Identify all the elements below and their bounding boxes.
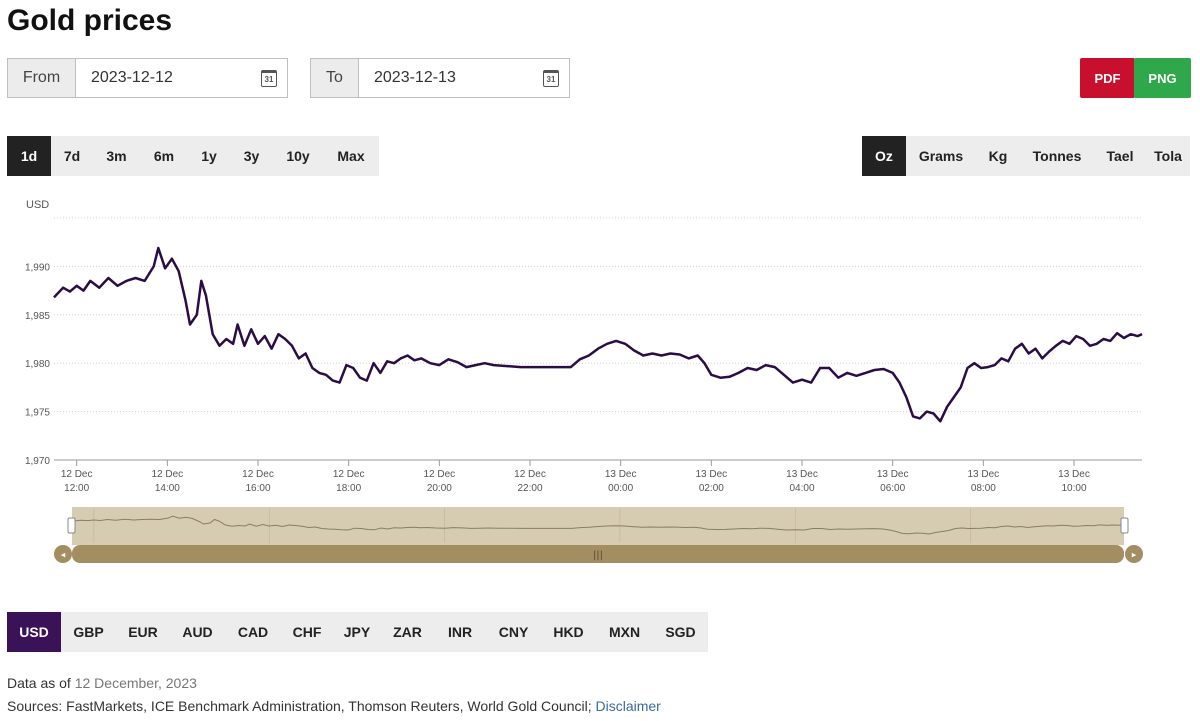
calendar-icon[interactable]: 31 [543, 70, 559, 87]
x-tick-time: 14:00 [155, 483, 180, 494]
sources: Sources: FastMarkets, ICE Benchmark Admi… [7, 698, 661, 714]
unit-grams[interactable]: Grams [918, 148, 964, 164]
x-tick-day: 12 Dec [61, 469, 93, 480]
x-tick-day: 13 Dec [786, 469, 818, 480]
to-label: To [311, 59, 359, 97]
range-max[interactable]: Max [337, 148, 365, 164]
unit-selector: Oz Grams Kg Tonnes Tael Tola [862, 136, 1190, 176]
navigator-line [71, 515, 1125, 535]
page-title: Gold prices [7, 4, 173, 37]
x-tick-time: 06:00 [880, 483, 905, 494]
y-tick-label: 1,985 [25, 311, 50, 322]
x-tick-day: 13 Dec [967, 469, 999, 480]
range-7d[interactable]: 7d [63, 148, 81, 164]
x-tick-day: 13 Dec [1058, 469, 1090, 480]
x-tick-day: 13 Dec [695, 469, 727, 480]
x-axis-ticks: 12 Dec 12:00 12 Dec 14:00 12 Dec 16:00 12 Dec 1… [61, 460, 1090, 494]
x-tick-day: 12 Dec [333, 469, 365, 480]
from-date-field[interactable]: From 2023-12-12 31 [7, 58, 288, 98]
x-tick-day: 12 Dec [514, 469, 546, 480]
unit-kg[interactable]: Kg [988, 148, 1008, 164]
data-as-of: Data as of 12 December, 2023 [7, 675, 197, 691]
y-axis-ticks: 1,970 1,975 1,980 1,985 1,990 [25, 262, 50, 467]
navigator-right-handle[interactable] [1120, 517, 1129, 534]
scroll-right-button[interactable] [1125, 545, 1143, 563]
chevron-right-icon[interactable]: ▸ [1132, 551, 1137, 561]
to-date-value: 2023-12-13 [374, 69, 456, 86]
range-navigator[interactable]: ||| ◂ ▸ [54, 507, 1143, 563]
currency-gbp[interactable]: GBP [73, 624, 104, 640]
navigator-left-handle[interactable] [67, 517, 76, 534]
x-tick-day: 13 Dec [605, 469, 637, 480]
to-date-input[interactable]: 2023-12-13 31 [359, 59, 569, 97]
x-tick-time: 10:00 [1061, 483, 1086, 494]
scroll-left-button[interactable] [54, 545, 72, 563]
currency-jpy[interactable]: JPY [343, 624, 371, 640]
data-as-of-label: Data as of [7, 675, 71, 691]
x-tick-day: 12 Dec [151, 469, 183, 480]
currency-usd[interactable]: USD [7, 612, 61, 652]
x-tick-time: 02:00 [699, 483, 724, 494]
calendar-icon[interactable]: 31 [261, 70, 277, 87]
range-10y[interactable]: 10y [286, 148, 310, 164]
currency-cny[interactable]: CNY [498, 624, 529, 640]
from-date-input[interactable]: 2023-12-12 31 [76, 59, 287, 97]
x-tick-time: 18:00 [336, 483, 361, 494]
chevron-left-icon[interactable]: ◂ [61, 551, 66, 561]
disclaimer-link[interactable]: Disclaimer [595, 698, 661, 714]
pdf-button[interactable]: PDF [1080, 58, 1135, 98]
x-tick-time: 00:00 [608, 483, 633, 494]
currency-mxn[interactable]: MXN [608, 624, 641, 640]
currency-cad[interactable]: CAD [237, 624, 269, 640]
x-tick-time: 22:00 [517, 483, 542, 494]
y-axis-unit: USD [26, 199, 49, 211]
calendar-day: 31 [264, 75, 274, 84]
currency-aud[interactable]: AUD [182, 624, 213, 640]
to-date-field[interactable]: To 2023-12-13 31 [310, 58, 570, 98]
x-tick-day: 12 Dec [242, 469, 274, 480]
currency-selector: USD GBP EUR AUD CAD CHF JPY ZAR INR CNY … [7, 612, 708, 652]
y-tick-label: 1,970 [25, 456, 50, 467]
currency-hkd[interactable]: HKD [553, 624, 584, 640]
currency-eur[interactable]: EUR [128, 624, 158, 640]
unit-oz[interactable]: Oz [862, 136, 906, 176]
x-tick-time: 04:00 [789, 483, 814, 494]
range-1y[interactable]: 1y [201, 148, 217, 164]
currency-chf[interactable]: CHF [292, 624, 322, 640]
navigator-scrollbar[interactable] [72, 545, 1124, 563]
chart-grid [54, 217, 1142, 461]
calendar-day: 31 [546, 75, 556, 84]
range-3y[interactable]: 3y [243, 148, 260, 164]
gold-price-chart: USD 1,970 1,975 1,980 1,985 1,990 12 Dec 12:0… [25, 199, 1143, 563]
from-label: From [8, 59, 76, 97]
y-tick-label: 1,990 [25, 262, 50, 273]
unit-tola[interactable]: Tola [1154, 148, 1182, 164]
currency-sgd[interactable]: SGD [665, 624, 696, 640]
x-tick-time: 12:00 [64, 483, 89, 494]
unit-tonnes[interactable]: Tonnes [1032, 148, 1082, 164]
data-as-of-date: 12 December, 2023 [74, 675, 197, 691]
range-selector: 1d 7d 3m 6m 1y 3y 10y Max [7, 136, 379, 176]
range-6m[interactable]: 6m [153, 148, 175, 164]
x-tick-time: 16:00 [245, 483, 270, 494]
from-date-value: 2023-12-12 [91, 69, 173, 86]
y-tick-label: 1,980 [25, 359, 50, 370]
png-button[interactable]: PNG [1134, 58, 1191, 98]
x-tick-day: 13 Dec [877, 469, 909, 480]
y-tick-label: 1,975 [25, 408, 50, 419]
currency-inr[interactable]: INR [447, 624, 473, 640]
scrollbar-grip-icon[interactable]: ||| [593, 550, 603, 561]
currency-zar[interactable]: ZAR [393, 624, 422, 640]
range-1d[interactable]: 1d [7, 136, 51, 176]
x-tick-time: 20:00 [427, 483, 452, 494]
range-3m[interactable]: 3m [106, 148, 127, 164]
unit-tael[interactable]: Tael [1106, 148, 1134, 164]
x-tick-time: 08:00 [971, 483, 996, 494]
x-tick-day: 12 Dec [423, 469, 455, 480]
sources-text: Sources: FastMarkets, ICE Benchmark Admi… [7, 698, 592, 714]
price-line[interactable] [53, 246, 1143, 423]
